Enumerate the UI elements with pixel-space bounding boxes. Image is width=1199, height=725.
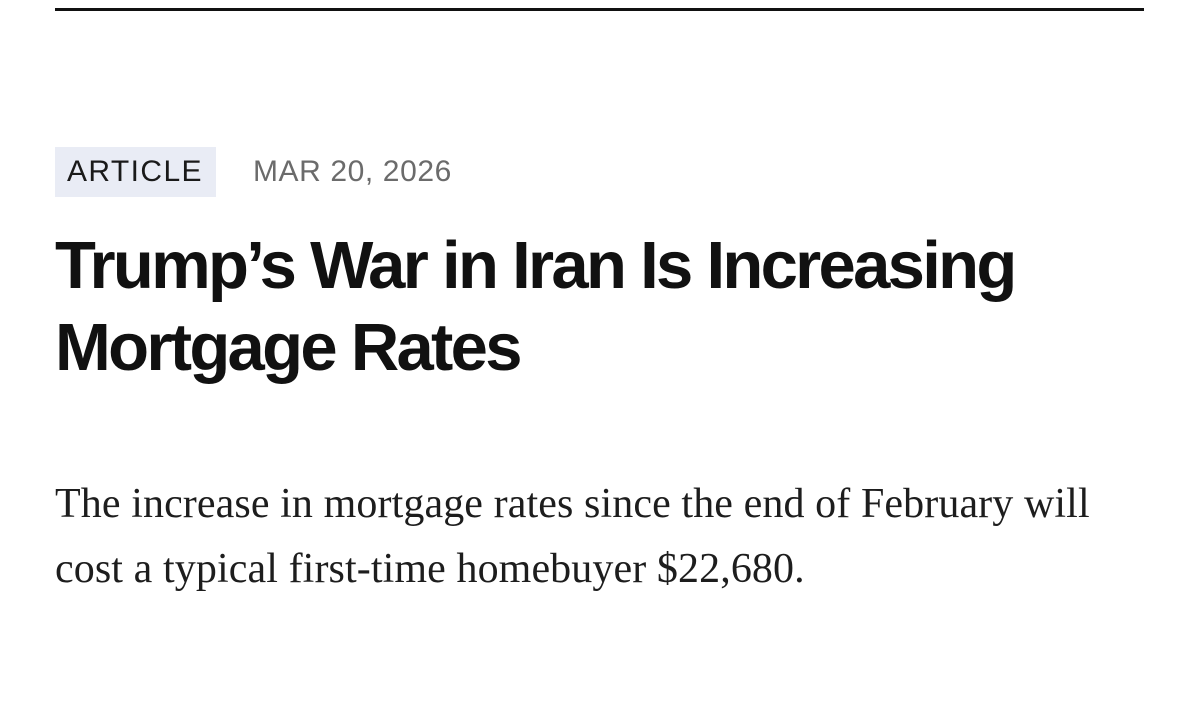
top-divider [55,8,1144,11]
article-headline[interactable]: Trump’s War in Iran Is Increasing Mortga… [55,228,1017,385]
article-dek: The increase in mortgage rates since the… [55,481,1090,592]
article-meta: ARTICLE MAR 20, 2026 [55,147,452,197]
article-date: MAR 20, 2026 [252,155,452,188]
article-type-badge[interactable]: ARTICLE [55,147,216,197]
